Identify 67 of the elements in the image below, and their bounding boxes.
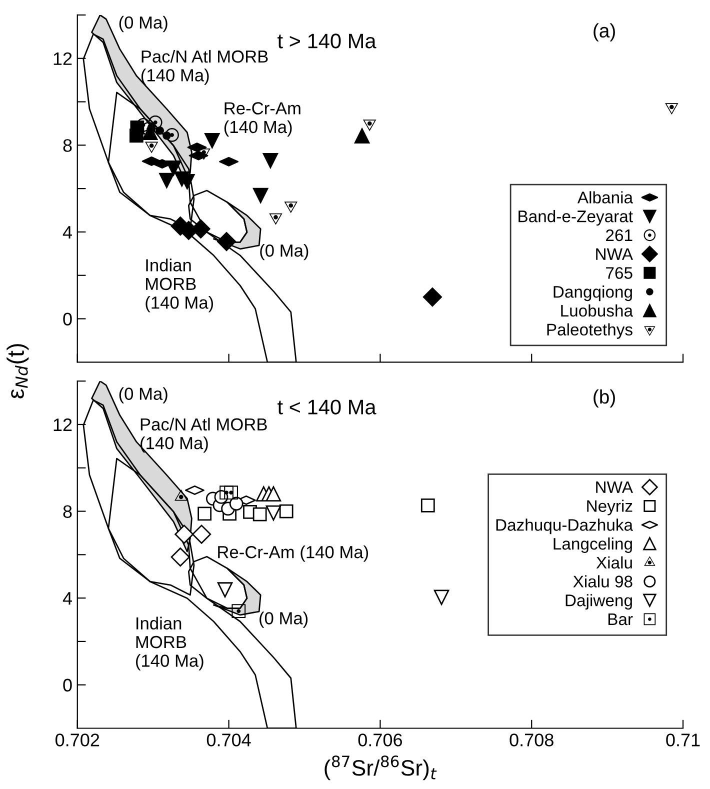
y-axis-title: ε$_{Nd}$(t) — [6, 344, 29, 398]
y-tick-label: 12 — [54, 52, 72, 65]
point — [266, 486, 282, 502]
point — [266, 505, 282, 521]
y-tick-label: 0 — [63, 312, 72, 326]
point — [279, 504, 294, 518]
x-axis-title: ($^{87}$Sr/$^{86}$Sr)$_{t}$ — [324, 755, 437, 780]
point — [354, 128, 370, 144]
point — [232, 604, 246, 618]
point — [434, 590, 450, 606]
point — [420, 498, 435, 512]
point — [174, 524, 194, 544]
legend-label: Band-e-Zeyarat — [518, 210, 633, 226]
legend-label: Xialu — [596, 556, 632, 569]
annotation: Re-Cr-Am (140 Ma) — [218, 546, 368, 562]
annotation: Pac/N Atl MORB (140 Ma) — [141, 50, 268, 85]
x-tick-label: 0.704 — [206, 734, 251, 746]
legend-label: Dangqiong — [554, 286, 632, 302]
x-tick-label: 0.708 — [510, 734, 554, 746]
y-tick-label: 4 — [62, 592, 72, 605]
point — [229, 496, 244, 511]
legend-label: NWA — [596, 481, 633, 493]
point — [204, 132, 220, 148]
y-tick-label: 8 — [63, 505, 72, 518]
y-tick-label: 4 — [62, 226, 72, 239]
x-tick-label: 0.71 — [666, 734, 700, 746]
point — [156, 126, 164, 135]
annotation: Pac/N Atl MORB (140 Ma) — [140, 418, 267, 453]
legend-label: Dajiweng — [566, 594, 632, 610]
point — [224, 486, 238, 500]
point — [159, 172, 174, 188]
annotation: Re-Cr-Am (140 Ma) — [224, 102, 300, 137]
point — [422, 288, 442, 307]
legend-label: Dazhuqu-Dazhuka — [496, 518, 634, 534]
legend-label: Albania — [577, 191, 634, 204]
chart-title: (a) — [594, 23, 615, 42]
annotation: (0 Ma) — [119, 387, 168, 404]
annotation: (0 Ma) — [119, 16, 168, 32]
y-tick-label: 8 — [63, 139, 72, 152]
annotation: Indian MORB (140 Ma) — [146, 258, 214, 312]
point — [198, 506, 212, 521]
point — [129, 128, 144, 143]
legend-label: Langceling — [554, 537, 632, 553]
point — [252, 507, 267, 522]
point — [166, 160, 182, 176]
annotation: Indian MORB (140 Ma) — [136, 616, 204, 670]
point — [252, 188, 268, 204]
y-tick-label: 0 — [63, 678, 72, 692]
legend-label: NWA — [596, 248, 633, 260]
legend-label: Neyriz — [587, 500, 632, 516]
annotation: (0 Ma) — [260, 244, 308, 260]
text: t < 140 Ma — [278, 400, 376, 414]
point — [216, 232, 236, 252]
legend-label: 765 — [606, 267, 632, 279]
point — [262, 152, 278, 168]
chart-title: (b) — [594, 389, 615, 408]
text: t > 140 Ma — [278, 34, 376, 48]
x-tick-label: 0.706 — [358, 734, 402, 746]
legend-label: Luobusha — [561, 304, 634, 317]
legend-label: 261 — [606, 229, 632, 242]
annotation: (0 Ma) — [260, 612, 308, 628]
x-tick-label: 0.702 — [56, 734, 100, 746]
point — [162, 131, 171, 140]
legend-label: Xialu 98 — [573, 575, 632, 588]
legend-label: Paleotethys — [547, 323, 632, 339]
y-tick-label: 12 — [54, 418, 72, 432]
legend-label: Bar — [608, 614, 633, 626]
